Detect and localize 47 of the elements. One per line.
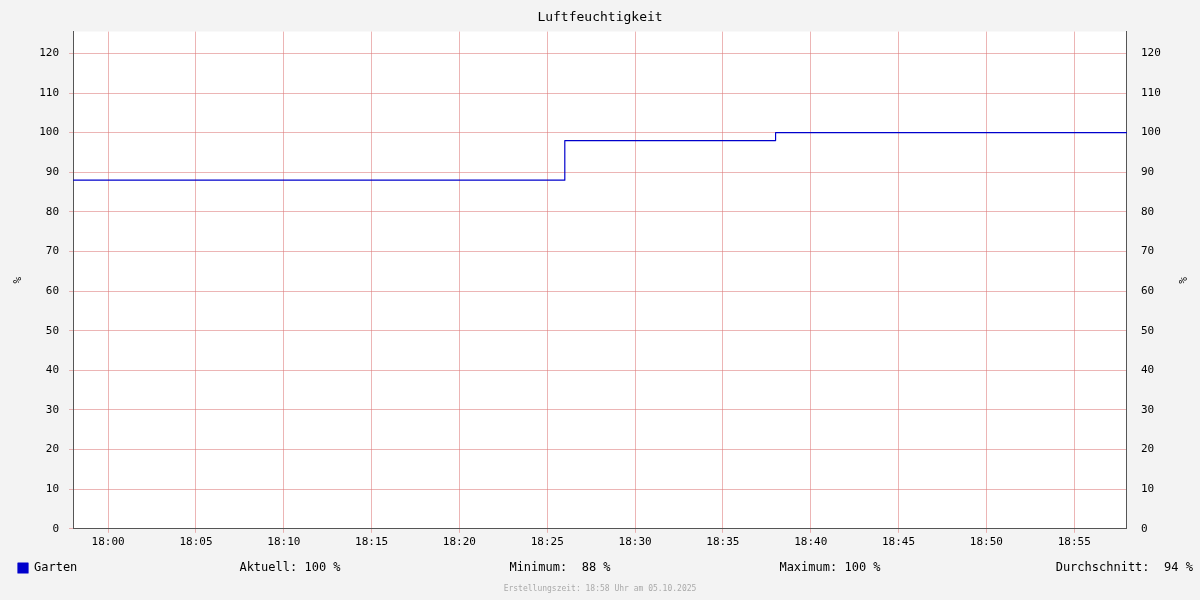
y2-tick-label: 90 [1140, 165, 1155, 179]
y2-axis-title: % [1175, 276, 1189, 284]
legend-label: Garten [34, 560, 78, 575]
text: Minimum: 88 % [509, 560, 612, 575]
y2-tick-label: 0 [1140, 521, 1148, 535]
x-tick-label: 18:15 [355, 535, 389, 549]
y-tick-label: 30 [45, 402, 60, 416]
chart-title: Luftfeuchtigkeit [537, 9, 663, 25]
x-tick-label: 18:05 [179, 535, 213, 549]
y2-tick-label: 30 [1140, 402, 1155, 416]
y-tick-label: 80 [45, 204, 60, 218]
text: Maximum: 100 % [779, 560, 882, 575]
y2-tick-label: 70 [1140, 244, 1155, 258]
y-tick-label: 70 [45, 244, 60, 258]
y2-tick-label: 20 [1140, 442, 1155, 456]
y-axis-title: % [11, 276, 25, 284]
y-tick-label: 120 [39, 46, 60, 60]
y2-tick-label: 110 [1140, 85, 1161, 99]
x-tick-label: 18:55 [1057, 535, 1091, 549]
y-tick-label: 0 [52, 521, 60, 535]
y-tick-label: 90 [45, 165, 60, 179]
text: Erstellungszeit: 18:58 Uhr am 05.10.2025 [503, 584, 697, 594]
x-tick-label: 18:20 [442, 535, 476, 549]
y-tick-label: 10 [45, 482, 60, 496]
y2-tick-label: 50 [1140, 323, 1155, 337]
y-tick-label: 110 [39, 85, 60, 99]
y2-tick-label: 40 [1140, 363, 1155, 377]
text: Durchschnitt: 94 % [1055, 560, 1194, 575]
y-tick-label: 40 [45, 363, 60, 377]
x-tick-label: 18:35 [706, 535, 740, 549]
x-tick-label: 18:00 [91, 535, 125, 549]
x-tick-label: 18:50 [969, 535, 1003, 549]
y2-tick-label: 60 [1140, 283, 1155, 297]
y-tick-label: 50 [45, 323, 60, 337]
y-tick-label: 100 [39, 125, 60, 139]
y-tick-label: 60 [45, 283, 60, 297]
text: Aktuell: 100 % [239, 560, 342, 575]
y2-tick-label: 10 [1140, 482, 1155, 496]
y2-tick-label: 120 [1140, 46, 1161, 60]
x-tick-label: 18:10 [267, 535, 301, 549]
y2-tick-label: 100 [1140, 125, 1161, 139]
x-tick-label: 18:30 [618, 535, 652, 549]
y-tick-label: 20 [45, 442, 60, 456]
x-tick-label: 18:25 [530, 535, 564, 549]
x-tick-label: 18:40 [794, 535, 828, 549]
x-tick-label: 18:45 [882, 535, 916, 549]
y2-tick-label: 80 [1140, 204, 1155, 218]
